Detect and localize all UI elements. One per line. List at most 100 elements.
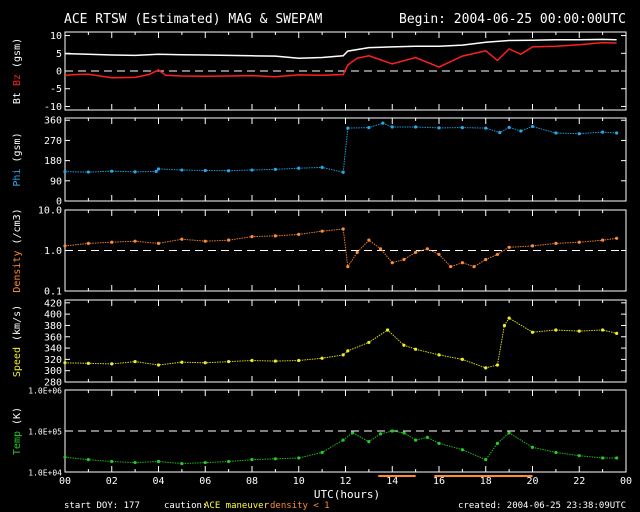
series-trace-temp: [64, 430, 617, 465]
data-point: [63, 361, 67, 365]
data-point: [133, 239, 137, 243]
series-trace-speed: [64, 317, 617, 369]
data-point: [273, 234, 277, 238]
y-tick-label: 360: [44, 116, 62, 127]
panel-1: 360 270 180 90 0 Phi (gsm): [12, 116, 627, 208]
y-tick-label: 5: [56, 49, 62, 60]
data-point: [378, 247, 383, 251]
data-point: [615, 131, 619, 135]
data-point: [414, 250, 418, 254]
data-point: [63, 455, 67, 459]
data-point: [250, 168, 254, 172]
data-point: [577, 132, 581, 136]
data-point: [180, 237, 184, 241]
x-tick-label: 22: [573, 476, 585, 487]
y-axis-label-part: (gsm): [12, 38, 23, 74]
panel-frame: [64, 299, 627, 383]
data-point: [601, 238, 605, 242]
data-point: [472, 265, 476, 269]
data-point: [110, 459, 114, 464]
y-tick-label: 340: [44, 344, 62, 355]
data-point: [519, 129, 523, 133]
data-point: [250, 235, 254, 239]
data-point: [367, 340, 371, 345]
y-axis-label: Density (/cm3): [12, 208, 23, 292]
data-point: [341, 170, 345, 174]
data-point: [615, 456, 619, 460]
data-point: [86, 458, 90, 462]
y-axis-label-part: (km/s): [12, 305, 23, 347]
data-point: [484, 458, 488, 462]
data-point: [554, 241, 558, 245]
y-tick-label: 10.0: [38, 206, 62, 217]
panels: 10 5 0 -5 -10 Bt Bz (gsm) 360 270 180 90 0 Phi (gsm…: [12, 31, 632, 487]
y-tick-label: 270: [44, 136, 62, 147]
data-point: [320, 165, 324, 169]
data-point: [320, 450, 324, 455]
data-point: [554, 131, 558, 135]
data-point: [180, 462, 184, 466]
y-tick-label: 180: [44, 156, 62, 167]
y-tick-label: -5: [50, 84, 62, 95]
data-point: [577, 240, 581, 244]
y-tick-label: 0.1: [44, 287, 62, 298]
data-point: [367, 238, 371, 242]
series-line-bz: [64, 41, 617, 79]
x-tick-label: 08: [246, 476, 258, 487]
series-trace-density: [64, 228, 617, 269]
data-point: [346, 349, 350, 353]
data-point: [341, 438, 345, 442]
maneuver-interval: [378, 475, 416, 477]
y-axis-label-part: (gsm): [12, 132, 23, 168]
data-point: [110, 362, 114, 366]
created-time: created: 2004-06-25 23:38:09UTC: [458, 501, 626, 511]
data-point: [601, 328, 605, 332]
data-point: [530, 330, 535, 334]
data-point: [227, 169, 231, 173]
data-point: [507, 245, 511, 249]
data-point: [273, 167, 277, 171]
data-point: [86, 170, 90, 174]
y-tick-label: 0: [56, 197, 62, 208]
data-point: [110, 240, 114, 244]
data-point: [297, 232, 301, 236]
data-point: [507, 431, 511, 435]
data-point: [425, 435, 429, 439]
data-point: [498, 130, 502, 135]
data-point: [390, 261, 394, 265]
x-tick-label: 10: [293, 476, 305, 487]
data-point: [133, 170, 137, 174]
data-point: [381, 121, 385, 125]
data-point: [297, 358, 301, 363]
data-point: [378, 432, 383, 436]
data-point: [495, 441, 500, 445]
x-tick-label: 18: [480, 476, 492, 487]
data-point: [577, 329, 581, 333]
data-point: [402, 257, 406, 262]
data-point: [320, 356, 324, 360]
panel-4: 1.0E+06 1.0E+05 1.0E+04 Temp (K): [12, 387, 627, 478]
data-point: [460, 126, 464, 130]
data-point: [250, 458, 254, 462]
data-point: [449, 265, 453, 269]
series-line-bt: [64, 38, 617, 59]
y-tick-label: 0: [56, 67, 62, 78]
data-point: [297, 166, 301, 170]
y-axis-label-part: (/cm3): [12, 208, 23, 250]
data-point: [180, 168, 184, 172]
panel-0: 10 5 0 -5 -10 Bt Bz (gsm): [12, 31, 627, 113]
data-point: [390, 429, 394, 433]
y-axis-label-part: Bt: [12, 92, 23, 104]
x-tick-label: 00: [620, 476, 632, 487]
x-tick-label: 14: [386, 476, 398, 487]
data-point: [577, 454, 581, 458]
data-point: [460, 448, 464, 452]
data-point: [601, 456, 605, 460]
y-tick-label: 280: [44, 378, 62, 389]
data-point: [615, 331, 619, 335]
data-point: [530, 445, 535, 449]
data-point: [507, 316, 511, 320]
data-point: [227, 459, 231, 464]
data-point: [367, 126, 371, 130]
y-axis-label-part: Density: [12, 251, 23, 293]
